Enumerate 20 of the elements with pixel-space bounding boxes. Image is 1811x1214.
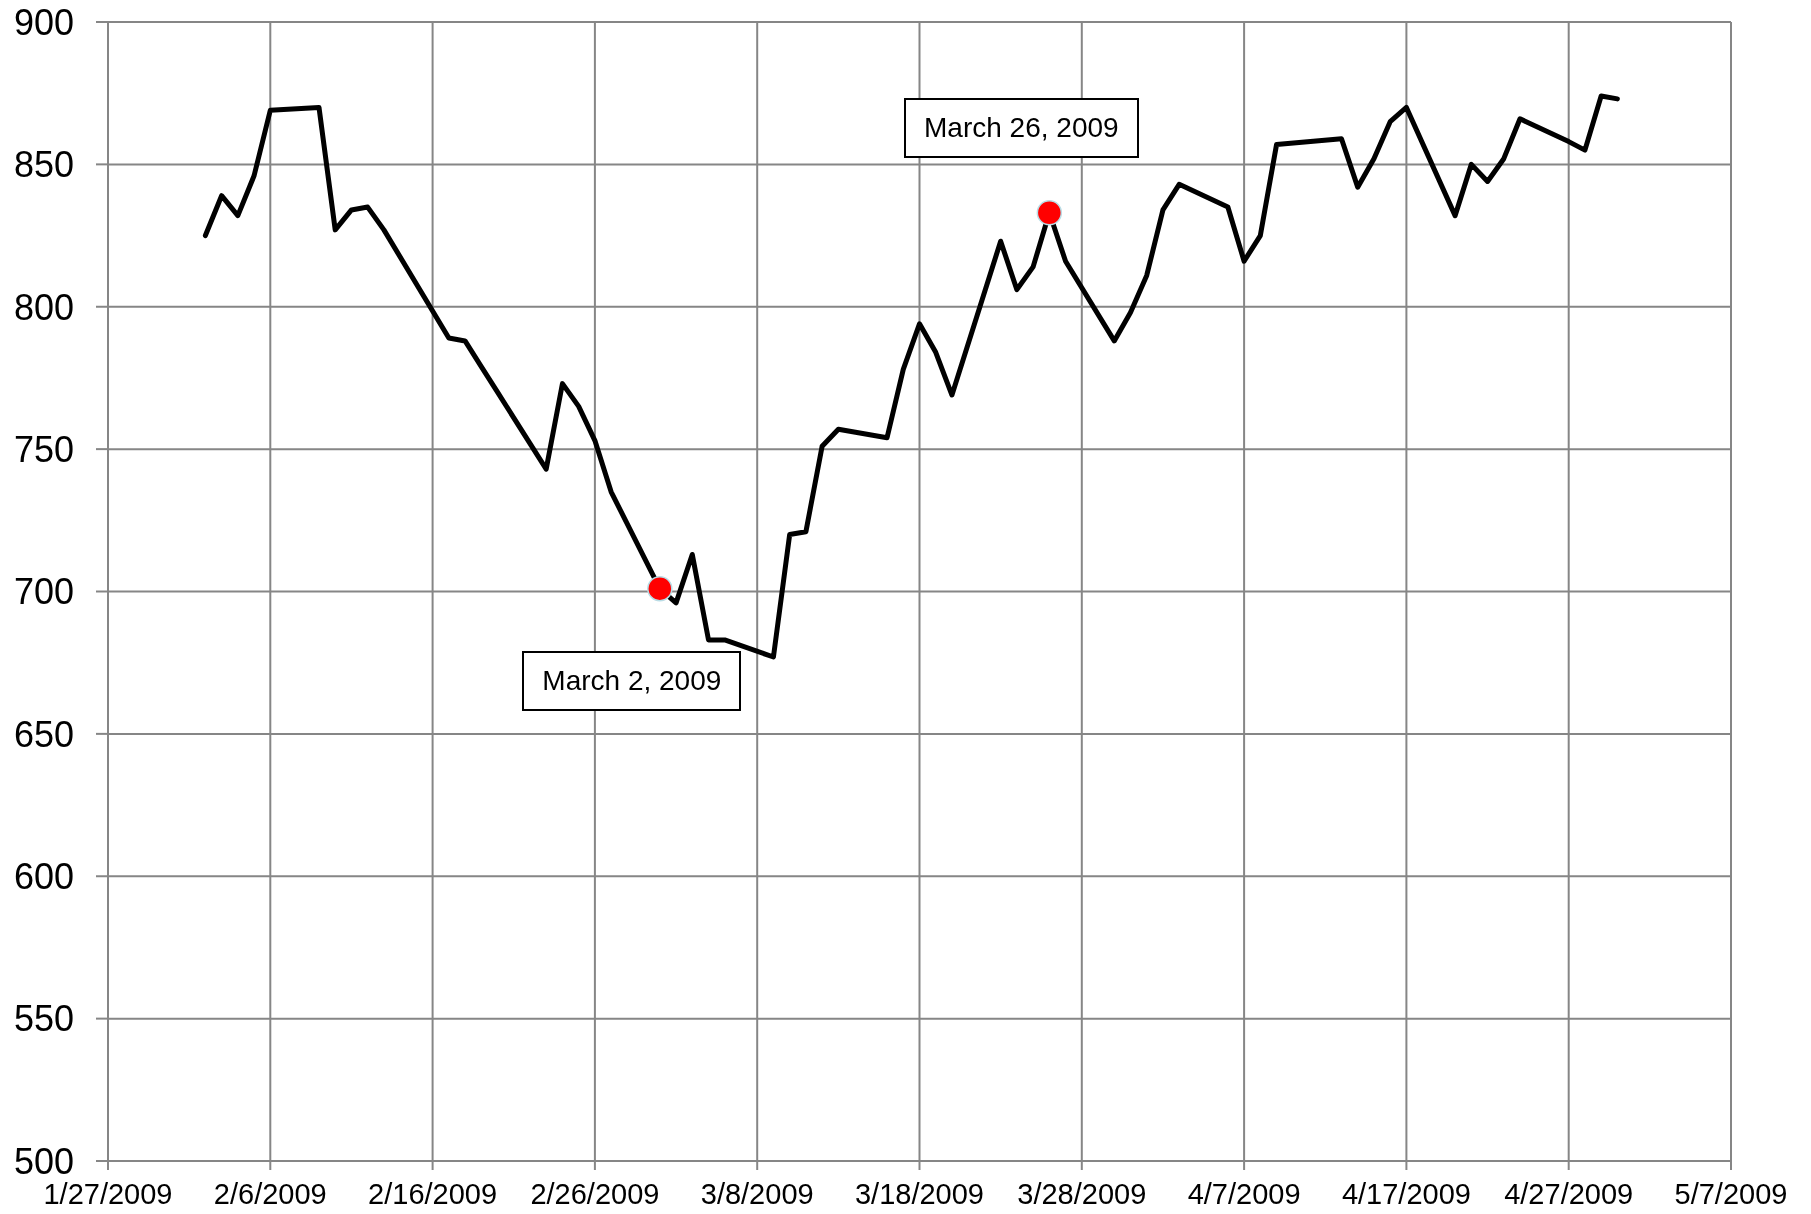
- y-tick-label: 750: [13, 428, 74, 470]
- x-tick-label: 2/16/2009: [368, 1177, 498, 1210]
- x-tick-label: 4/27/2009: [1504, 1177, 1634, 1210]
- x-tick-label: 4/7/2009: [1187, 1177, 1301, 1210]
- x-tick-label: 3/28/2009: [1017, 1177, 1147, 1210]
- x-tick-label: 3/18/2009: [854, 1177, 985, 1210]
- x-tick-label: 5/7/2009: [1674, 1177, 1788, 1210]
- annotation: March 26, 2009: [904, 97, 1139, 158]
- x-tick-label: 3/8/2009: [700, 1177, 814, 1210]
- y-tick-label: 650: [13, 713, 74, 755]
- y-tick-label: 550: [13, 998, 74, 1040]
- x-tick-label: 2/6/2009: [213, 1177, 327, 1210]
- y-tick-label: 700: [13, 571, 74, 613]
- y-tick-label: 600: [13, 856, 74, 898]
- x-tick-label: 4/17/2009: [1341, 1177, 1471, 1210]
- annotation: March 2, 2009: [522, 650, 742, 711]
- y-tick-label: 850: [13, 144, 74, 186]
- x-tick-label: 2/26/2009: [530, 1177, 660, 1210]
- y-tick-label: 800: [13, 286, 74, 328]
- y-tick-label: 900: [13, 1, 74, 43]
